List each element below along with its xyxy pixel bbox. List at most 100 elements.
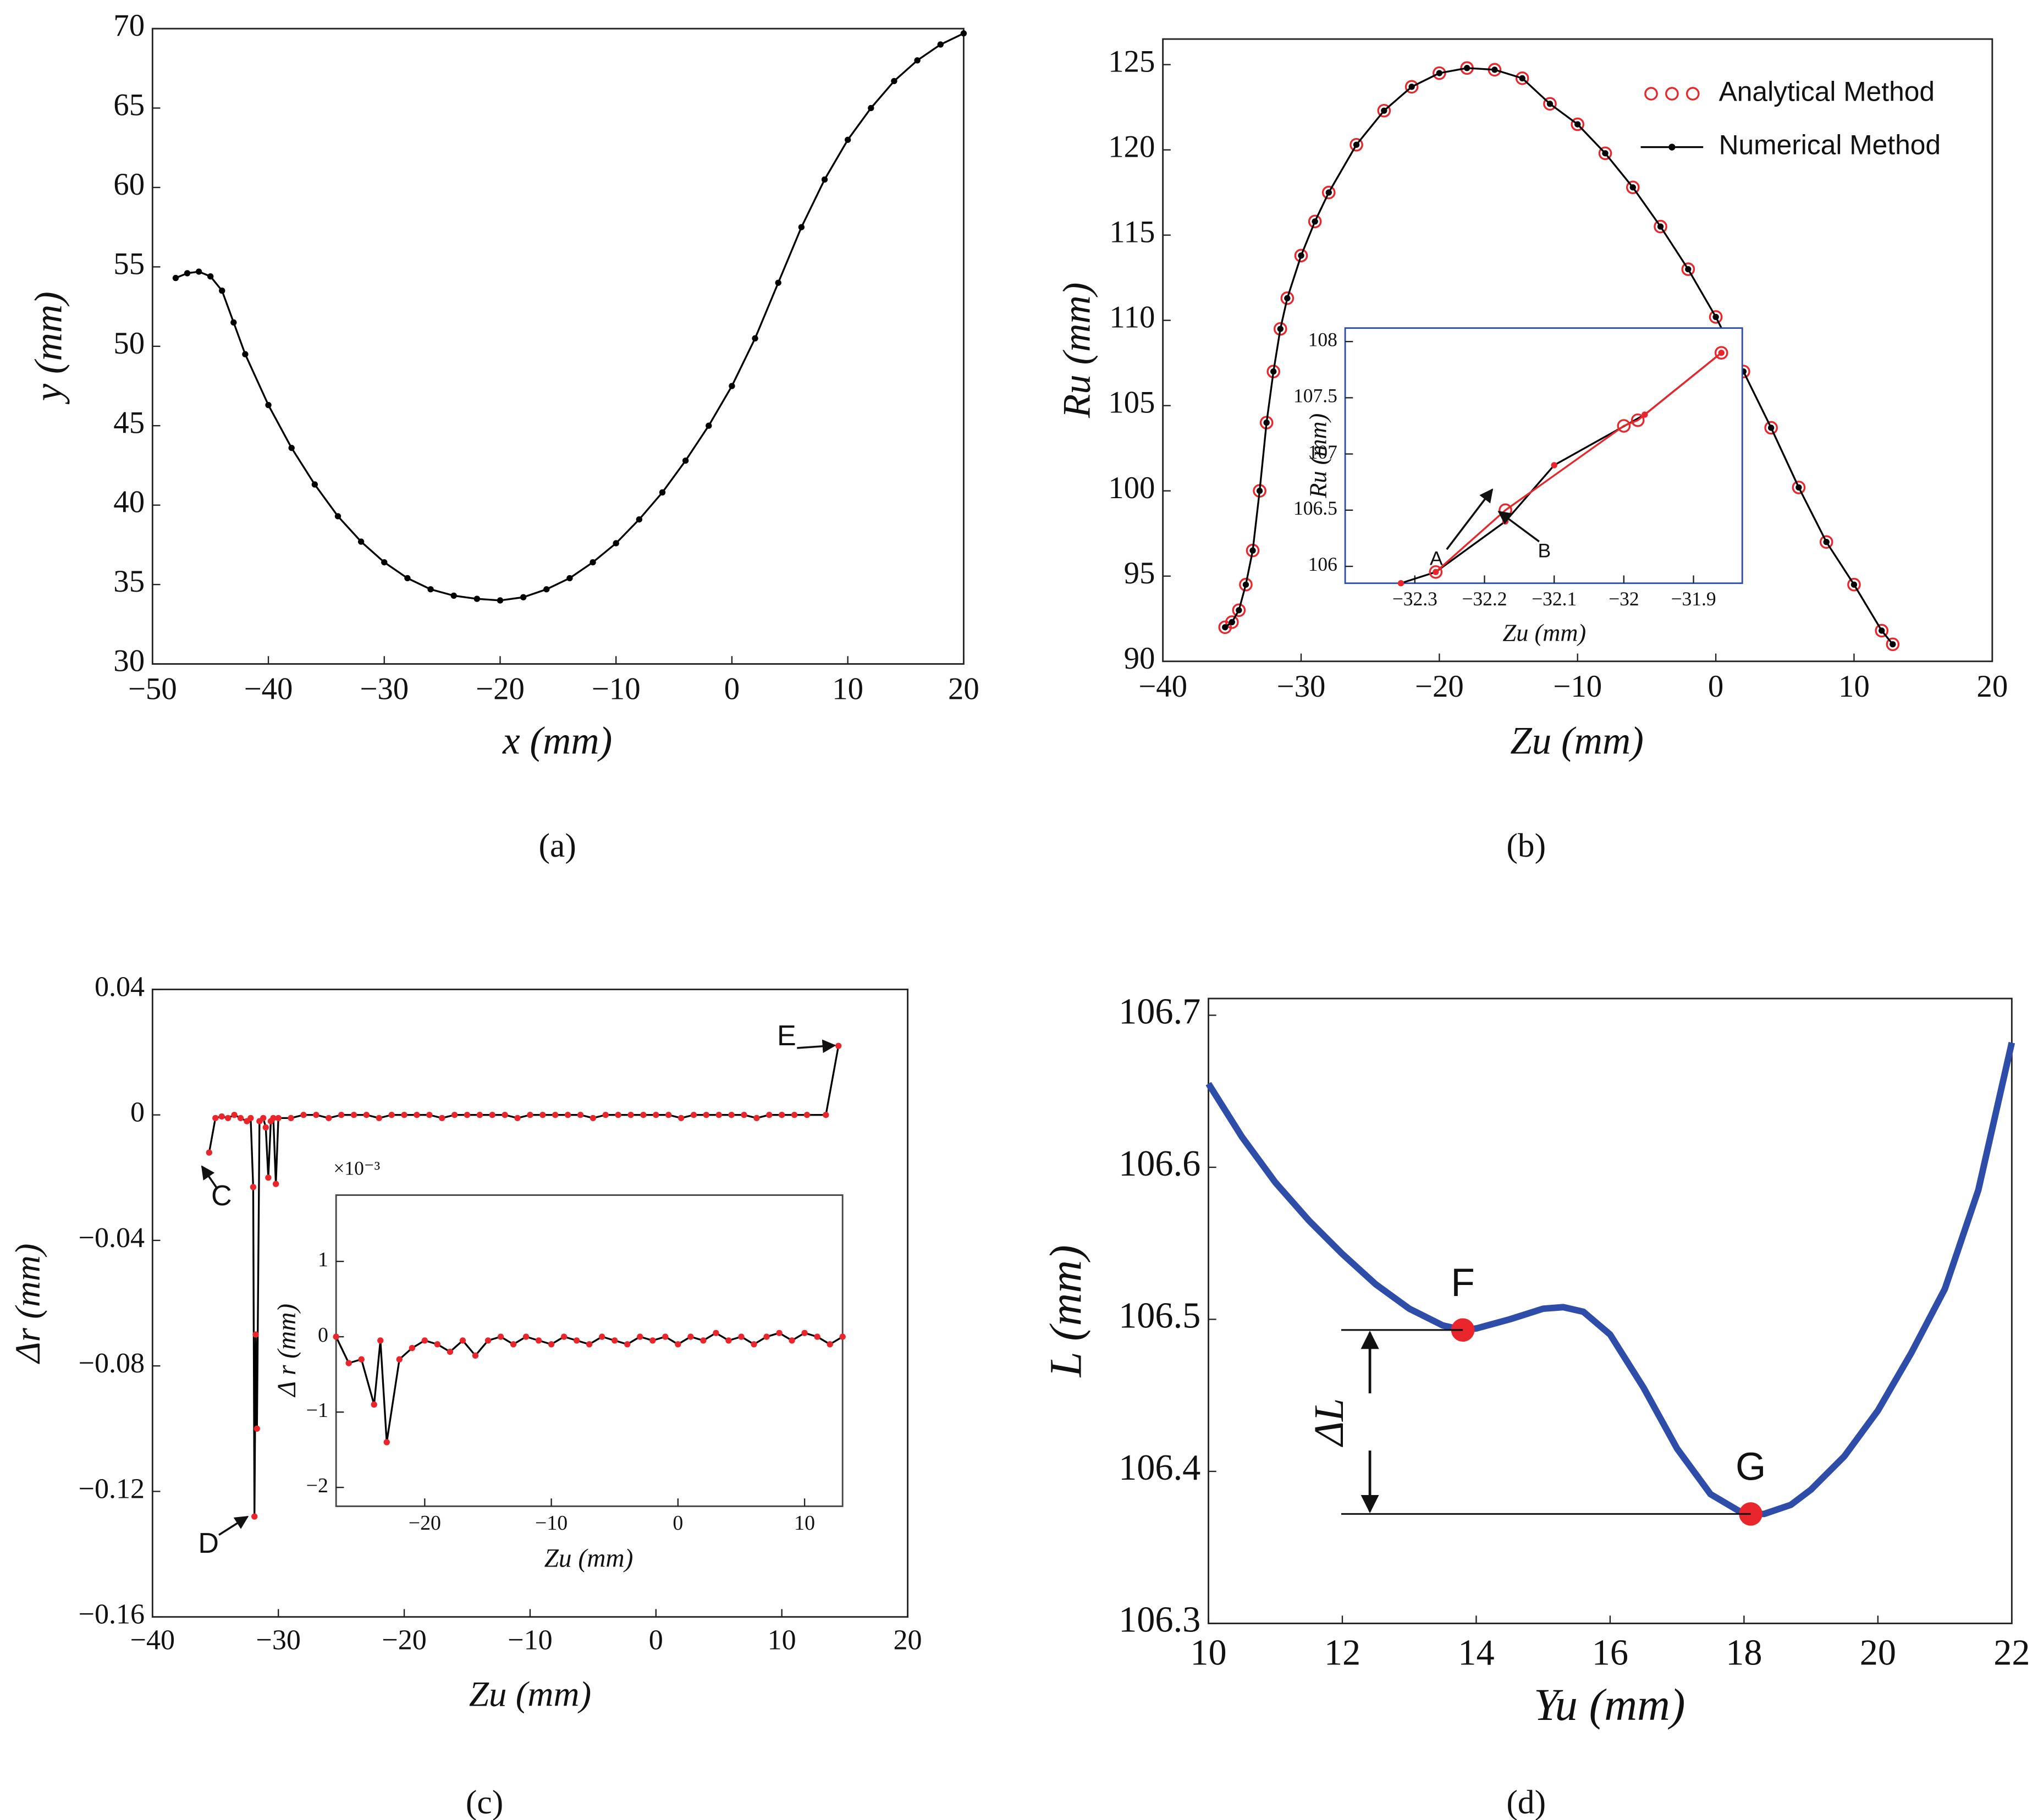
series-line (1205, 1041, 2015, 1518)
legend-label: Numerical Method (1719, 130, 1941, 161)
marker (1397, 580, 1404, 587)
marker (396, 1356, 403, 1363)
marker (798, 224, 805, 230)
x-axis-label: x (mm) (502, 720, 612, 763)
y-tick-label: 60 (113, 167, 145, 202)
marker (489, 1111, 495, 1118)
marker (548, 1341, 555, 1348)
x-tick-label: −20 (382, 1624, 426, 1656)
x-tick-label: −40 (244, 672, 293, 707)
marker (401, 1111, 407, 1118)
marker (715, 1111, 722, 1118)
marker (447, 1348, 454, 1355)
x-tick-label: 20 (1976, 669, 2008, 704)
x-tick-label: −31.9 (1671, 588, 1716, 610)
legend-symbol (1644, 87, 1658, 101)
x-axis-label: Zu (mm) (1510, 720, 1644, 763)
marker (1654, 219, 1667, 234)
marker (1433, 66, 1446, 80)
marker (662, 1333, 669, 1340)
x-tick-label: 12 (1324, 1633, 1360, 1673)
marker (1574, 121, 1581, 128)
marker (751, 1341, 757, 1348)
marker (1709, 310, 1723, 324)
y-tick-label: −2 (306, 1474, 328, 1497)
marker (602, 1111, 609, 1118)
annotation: D (198, 1527, 219, 1559)
legend-symbol (1668, 144, 1676, 151)
marker (1602, 150, 1609, 157)
series-line (208, 1045, 840, 1518)
marker (914, 57, 921, 64)
x-tick-label: 20 (894, 1624, 922, 1656)
marker (218, 1113, 225, 1120)
marker (766, 1111, 773, 1118)
y-tick-label: 107.5 (1293, 385, 1337, 407)
y-tick-label: −0.16 (79, 1599, 145, 1630)
y-tick-label: 65 (113, 88, 145, 123)
marker (450, 592, 457, 599)
marker (649, 1337, 656, 1344)
x-tick-label: 14 (1458, 1633, 1494, 1673)
marker (371, 1401, 377, 1408)
delta-label: ΔL (1306, 1398, 1352, 1448)
marker (615, 1111, 621, 1118)
marker (275, 1115, 282, 1122)
marker (590, 559, 596, 566)
marker (1875, 624, 1889, 638)
x-axis-label: Yu (mm) (1534, 1679, 1685, 1730)
marker (706, 422, 712, 429)
marker (791, 1111, 798, 1118)
marker (1491, 67, 1498, 73)
marker (207, 273, 214, 280)
marker (497, 597, 504, 604)
y-tick-label: 106.5 (1293, 497, 1337, 519)
plot-frame (335, 1194, 844, 1507)
annotation-arrow (218, 1515, 249, 1536)
x-tick-label: −10 (592, 672, 641, 707)
marker (1429, 565, 1443, 579)
marker (358, 1356, 365, 1363)
marker (1598, 146, 1612, 161)
x-tick-label: 18 (1726, 1633, 1762, 1673)
marker (254, 1425, 260, 1432)
marker (682, 457, 689, 464)
annotation-arrow (1497, 511, 1540, 543)
x-tick-label: −10 (508, 1624, 552, 1656)
marker (1890, 641, 1896, 648)
marker (473, 595, 481, 602)
marker (265, 1174, 272, 1181)
marker (564, 1111, 571, 1118)
marker (738, 1333, 745, 1340)
y-tick-label: −1 (306, 1399, 328, 1422)
marker (1408, 84, 1415, 90)
y-axis-label: Ru (mm) (1056, 283, 1099, 419)
y-tick-label: 55 (113, 246, 145, 281)
marker (678, 1115, 685, 1122)
marker (937, 41, 944, 48)
marker (729, 383, 735, 389)
marker (357, 538, 365, 545)
marker (1294, 249, 1308, 263)
marker (212, 1115, 219, 1122)
x-tick-label: −10 (1553, 669, 1602, 704)
marker (520, 594, 527, 600)
marker (1543, 97, 1557, 111)
marker (224, 1115, 232, 1122)
marker (741, 1111, 747, 1118)
marker (439, 1115, 445, 1122)
marker (206, 1149, 212, 1156)
marker (801, 1330, 808, 1336)
point-label: F (1451, 1261, 1474, 1305)
subfigure-label: (a) (539, 827, 576, 864)
marker (350, 1111, 357, 1118)
marker (1321, 185, 1336, 200)
marker (270, 1115, 277, 1122)
x-tick-label: 20 (1860, 1633, 1896, 1673)
y-tick-label: 106.3 (1119, 1600, 1200, 1640)
marker (288, 444, 295, 451)
annotation-arrow (1446, 488, 1494, 550)
marker (1519, 75, 1525, 82)
series-line (1435, 352, 1722, 573)
